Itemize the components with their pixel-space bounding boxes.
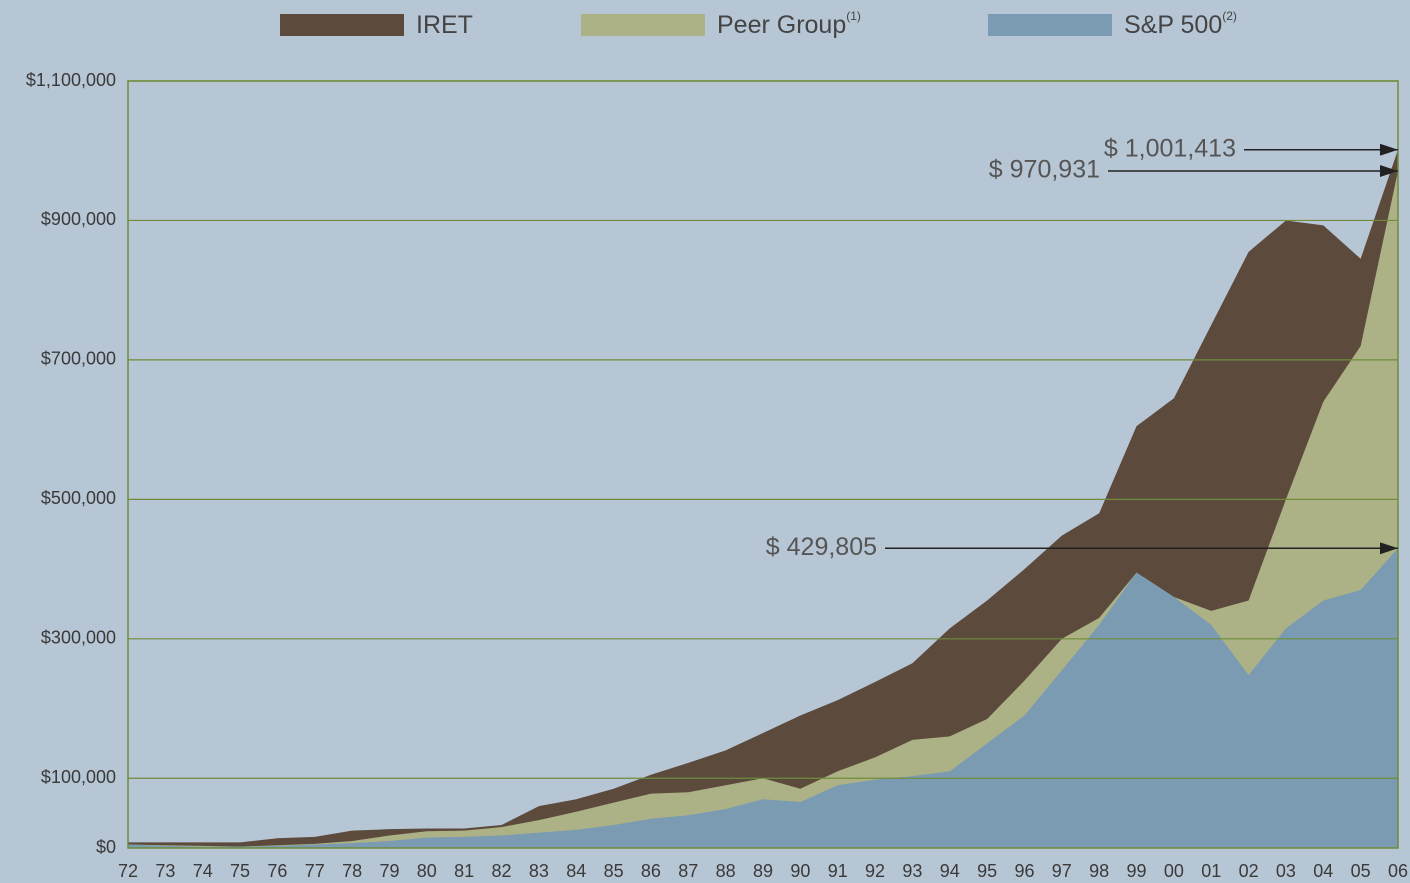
area <box>128 548 1398 848</box>
x-tick-label: 75 <box>230 861 250 881</box>
x-tick-label: 86 <box>641 861 661 881</box>
plot-frame <box>127 80 1399 849</box>
legend-swatch <box>280 14 404 36</box>
y-tick-label: $700,000 <box>41 349 116 369</box>
x-tick-label: 05 <box>1351 861 1371 881</box>
x-tick-label: 91 <box>828 861 848 881</box>
annotation: $ 429,805 <box>766 533 877 561</box>
legend-name: IRET <box>416 11 473 39</box>
x-tick-label: 84 <box>566 861 586 881</box>
x-tick-label: 93 <box>902 861 922 881</box>
x-tick-label: 95 <box>977 861 997 881</box>
x-tick-label: 79 <box>379 861 399 881</box>
y-tick-label: $1,100,000 <box>26 70 116 90</box>
legend-swatch <box>988 14 1112 36</box>
x-tick-label: 99 <box>1127 861 1147 881</box>
x-tick-label: 85 <box>604 861 624 881</box>
y-tick-label: $100,000 <box>41 767 116 787</box>
x-tick-label: 01 <box>1201 861 1221 881</box>
x-tick-label: 72 <box>118 861 138 881</box>
x-tick-label: 98 <box>1089 861 1109 881</box>
legend-swatch <box>581 14 705 36</box>
legend-name: S&P 500 <box>1124 11 1222 39</box>
legend-name: Peer Group <box>717 11 846 39</box>
x-tick-label: 92 <box>865 861 885 881</box>
x-tick-label: 73 <box>155 861 175 881</box>
x-tick-label: 87 <box>678 861 698 881</box>
x-tick-label: 80 <box>417 861 437 881</box>
x-tick-label: 77 <box>305 861 325 881</box>
annotation: $ 1,001,413 <box>1104 134 1236 162</box>
x-tick-label: 83 <box>529 861 549 881</box>
annotation: $ 970,931 <box>989 156 1100 184</box>
x-tick-label: 00 <box>1164 861 1184 881</box>
x-tick-label: 74 <box>193 861 213 881</box>
legend-label: S&P 500(2) <box>1124 9 1237 38</box>
x-tick-label: 02 <box>1239 861 1259 881</box>
x-tick-label: 06 <box>1388 861 1408 881</box>
x-tick-label: 03 <box>1276 861 1296 881</box>
x-tick-label: 89 <box>753 861 773 881</box>
legend-note: (2) <box>1222 9 1237 23</box>
legend-note: (1) <box>846 9 861 23</box>
x-tick-label: 97 <box>1052 861 1072 881</box>
y-tick-label: $0 <box>96 837 116 857</box>
x-tick-label: 90 <box>790 861 810 881</box>
y-tick-label: $300,000 <box>41 628 116 648</box>
x-tick-label: 78 <box>342 861 362 881</box>
y-tick-label: $900,000 <box>41 209 116 229</box>
x-tick-label: 82 <box>492 861 512 881</box>
x-tick-label: 76 <box>267 861 287 881</box>
x-tick-label: 81 <box>454 861 474 881</box>
legend-label: IRET <box>416 11 473 39</box>
x-tick-label: 04 <box>1313 861 1333 881</box>
legend-label: Peer Group(1) <box>717 9 861 38</box>
x-tick-label: 94 <box>940 861 960 881</box>
x-tick-label: 88 <box>716 861 736 881</box>
x-tick-label: 96 <box>1014 861 1034 881</box>
y-tick-label: $500,000 <box>41 488 116 508</box>
